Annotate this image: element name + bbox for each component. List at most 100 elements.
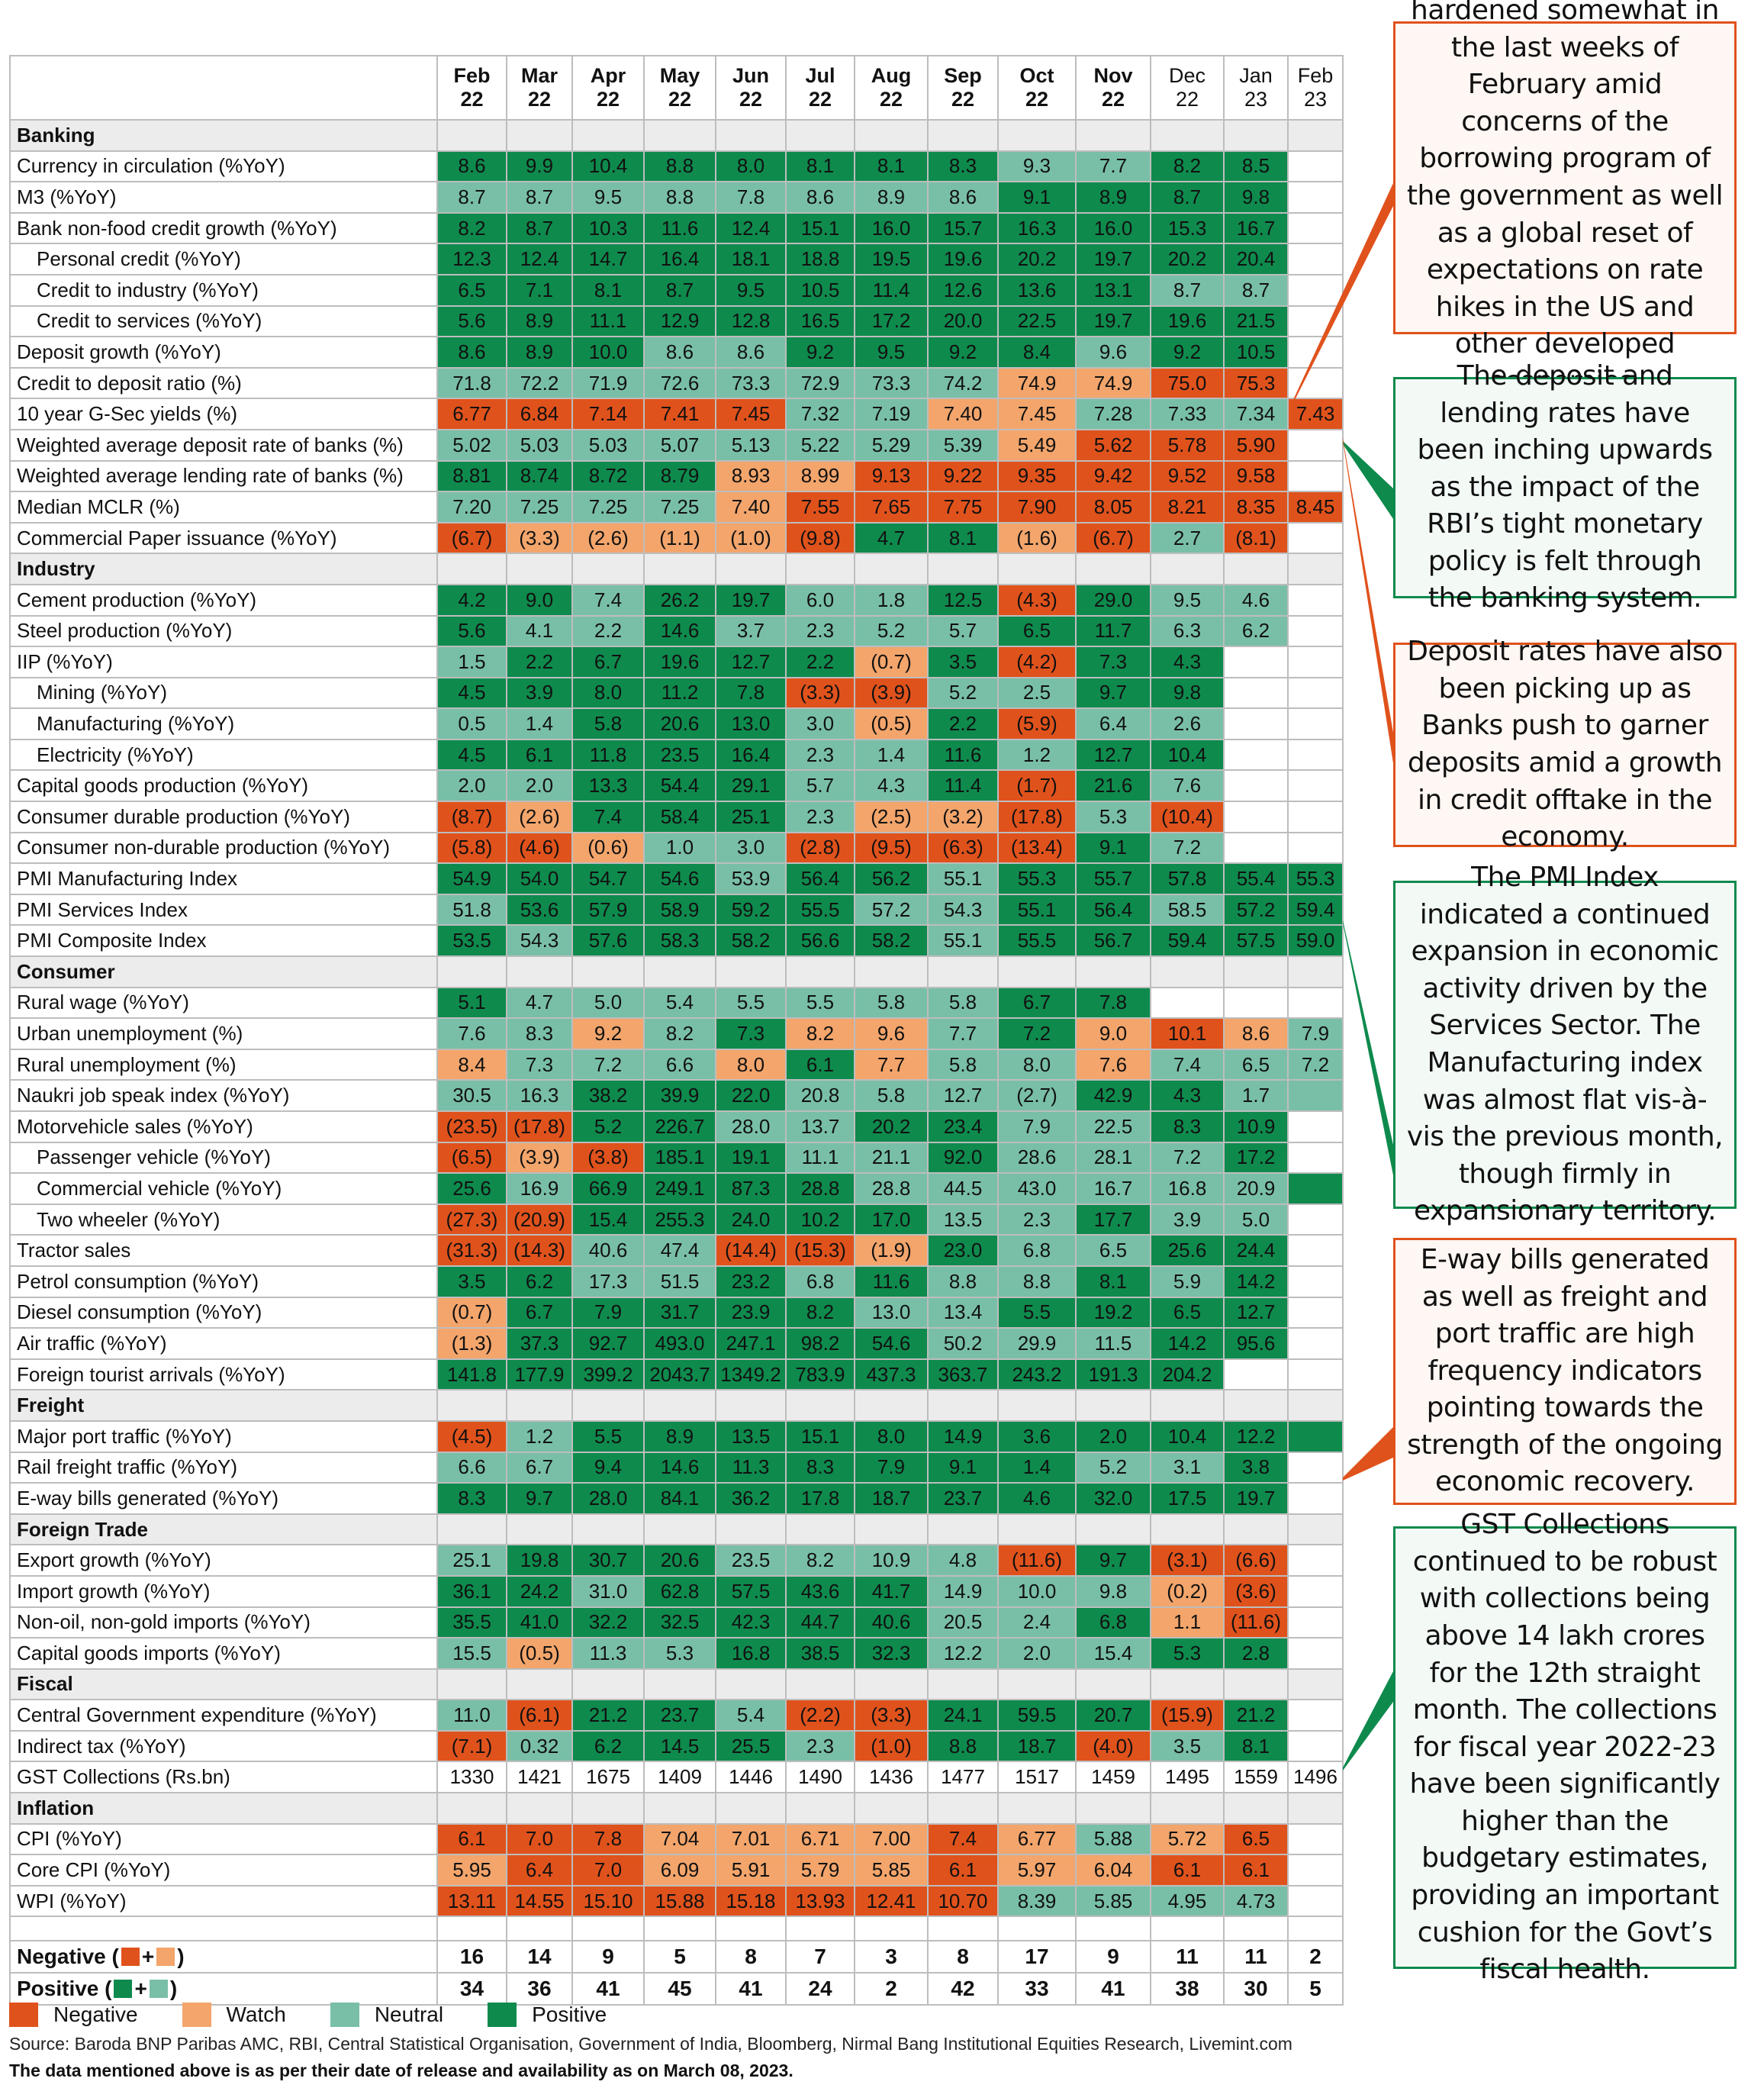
value-cell: 3.0 (715, 831, 787, 865)
value-cell: 6.7 (997, 986, 1077, 1020)
callout-box: The PMI Index indicated a continued expa… (1393, 862, 1737, 1226)
value-cell: 5.6 (436, 304, 507, 338)
indicator-row: Indirect tax (%YoY) (7.1) 0.32 6.2 14.5 25.5 2… (9, 1729, 1344, 1763)
month-header-label: Jan 23 (1239, 63, 1273, 111)
value-cell (1223, 676, 1289, 710)
value-cell: 12.2 (1223, 1419, 1289, 1453)
value-cell: 2.2 (785, 646, 855, 678)
value-cell: 59.5 (997, 1699, 1077, 1732)
value-cell: 2.0 (436, 769, 507, 803)
section-blank-cell (997, 1792, 1077, 1825)
section-blank-cell (927, 1668, 999, 1701)
value-cell: 23.7 (643, 1699, 716, 1732)
value-cell: 23.0 (927, 1234, 999, 1267)
value-cell: 21.2 (571, 1699, 645, 1732)
section-blank-cell (643, 1389, 716, 1422)
indicator-label: Rural unemployment (%) (9, 1048, 438, 1081)
section-blank-cell (506, 1389, 573, 1422)
value-cell: (8.7) (436, 801, 507, 833)
value-cell: 16.8 (715, 1637, 787, 1670)
value-cell (1287, 1203, 1344, 1236)
value-cell: 7.2 (1150, 1141, 1225, 1174)
month-header-label: Dec 22 (1168, 63, 1206, 111)
value-cell: 15.5 (436, 1637, 507, 1670)
value-cell: 8.0 (715, 1048, 787, 1081)
value-cell: 5.3 (1150, 1637, 1225, 1670)
value-cell (1223, 801, 1289, 833)
value-cell: 11.2 (643, 676, 716, 710)
value-cell: 7.45 (997, 398, 1077, 430)
value-cell: 56.6 (785, 924, 855, 958)
value-cell: 8.81 (436, 459, 507, 493)
value-cell: 5.91 (715, 1854, 787, 1887)
value-cell: 6.1 (506, 738, 573, 772)
positive-count-cell: 30 (1223, 1972, 1289, 2006)
indicator-label: Indirect tax (%YoY) (9, 1729, 438, 1763)
value-cell: (2.7) (997, 1079, 1077, 1112)
value-cell: 6.7 (506, 1296, 573, 1329)
value-cell: (1.6) (997, 521, 1077, 555)
value-cell: 13.0 (715, 707, 787, 740)
value-cell: 5.9 (1150, 1265, 1225, 1298)
section-label: Fiscal (9, 1668, 438, 1701)
value-cell: 54.0 (506, 862, 573, 895)
indicator-label: Currency in circulation (%YoY) (9, 150, 438, 183)
value-cell: 38.2 (571, 1079, 645, 1112)
value-cell: 54.9 (436, 862, 507, 895)
value-cell: (3.9) (854, 676, 929, 710)
value-cell: 2.2 (571, 614, 645, 648)
value-cell: 57.2 (1223, 893, 1289, 926)
positive-swatch-icon (488, 2003, 517, 2027)
value-cell: 8.8 (927, 1729, 999, 1763)
indicator-label: Consumer non-durable production (%YoY) (9, 831, 438, 865)
value-cell: 6.77 (436, 398, 507, 430)
section-header-row: Fiscal (9, 1668, 1344, 1701)
value-cell: 5.8 (854, 986, 929, 1020)
value-cell (1287, 273, 1344, 307)
indicator-row: Credit to industry (%YoY) 6.5 7.1 8.1 8.7 9.5… (9, 273, 1344, 307)
value-cell: 75.3 (1223, 366, 1289, 400)
indicator-row: Urban unemployment (%) 7.6 8.3 9.2 8.2 7.3 8.2… (9, 1017, 1344, 1050)
value-cell: 2043.7 (643, 1358, 716, 1391)
value-cell: 6.4 (1075, 707, 1151, 740)
value-cell (1287, 583, 1344, 617)
negative-count-cell: 11 (1150, 1940, 1225, 1974)
value-cell: 437.3 (854, 1358, 929, 1391)
value-cell: 41.7 (854, 1574, 929, 1608)
indicator-row: Manufacturing (%YoY) 0.5 1.4 5.8 20.6 13.0 3.0… (9, 707, 1344, 740)
negative-count-cell: 17 (997, 1940, 1077, 1974)
indicator-label: PMI Services Index (9, 893, 438, 926)
value-cell: 5.6 (436, 614, 507, 648)
section-header-row: Industry (9, 553, 1344, 585)
value-cell: (5.9) (997, 707, 1077, 740)
value-cell: 1330 (436, 1761, 507, 1794)
value-cell: 6.1 (436, 1822, 507, 1856)
value-cell: (2.5) (854, 801, 929, 833)
value-cell: 9.52 (1150, 459, 1225, 493)
value-cell: 7.9 (854, 1451, 929, 1484)
value-cell: 7.45 (715, 398, 787, 430)
value-cell: (4.5) (436, 1419, 507, 1453)
callout-box: Deposit rates have also been picking up … (1393, 636, 1737, 852)
value-cell: 10.5 (785, 273, 855, 307)
value-cell: 6.5 (1075, 1234, 1151, 1267)
value-cell: 141.8 (436, 1358, 507, 1391)
value-cell: 7.0 (506, 1822, 573, 1856)
value-cell: (3.3) (854, 1699, 929, 1732)
value-cell: 20.0 (927, 304, 999, 338)
value-cell: 6.6 (643, 1048, 716, 1081)
value-cell: 5.8 (927, 1048, 999, 1081)
value-cell: 57.5 (715, 1574, 787, 1608)
value-cell (1223, 831, 1289, 865)
indicator-row: Consumer non-durable production (%YoY) (5… (9, 831, 1344, 865)
indicator-label: Electricity (%YoY) (9, 738, 438, 772)
value-cell: 16.3 (997, 211, 1077, 245)
value-cell: 1.4 (506, 707, 573, 740)
value-cell: 5.85 (854, 1854, 929, 1887)
connector-deposit (1343, 438, 1393, 763)
value-cell: (1.3) (436, 1327, 507, 1360)
indicator-label: Credit to industry (%YoY) (9, 273, 438, 307)
indicator-row: Tractor sales (31.3) (14.3) 40.6 47.4 (14.4)(… (9, 1234, 1344, 1267)
value-cell: (6.5) (436, 1141, 507, 1174)
value-cell: 5.5 (997, 1296, 1077, 1329)
